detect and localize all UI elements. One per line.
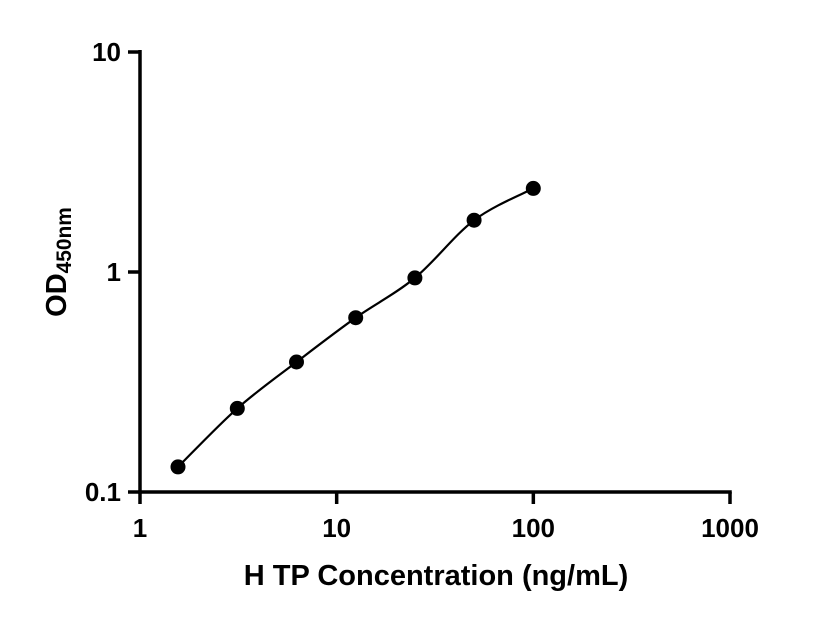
y-tick-label-10: 10 xyxy=(92,37,121,67)
y-axis-title-subscript: 450nm xyxy=(53,207,76,274)
y-tick-label-0.1: 0.1 xyxy=(85,477,121,507)
y-axis-title-base: OD xyxy=(41,273,73,317)
data-point-4 xyxy=(348,310,364,326)
data-point-5 xyxy=(407,270,423,286)
x-tick-label-1: 1 xyxy=(133,513,147,543)
x-axis-title: H TP Concentration (ng/mL) xyxy=(243,560,629,592)
x-tick-label-100: 100 xyxy=(512,513,555,543)
y-tick-label-1: 1 xyxy=(107,257,121,287)
data-point-3 xyxy=(289,354,304,370)
data-point-6 xyxy=(466,212,482,228)
data-point-7 xyxy=(525,180,541,196)
x-tick-label-10: 10 xyxy=(322,513,351,543)
data-point-2 xyxy=(229,400,245,416)
data-point-1 xyxy=(170,459,186,475)
x-tick-label-1000: 1000 xyxy=(701,513,759,543)
standard-curve-line xyxy=(177,187,534,468)
y-axis-title: OD450nm xyxy=(40,157,76,367)
